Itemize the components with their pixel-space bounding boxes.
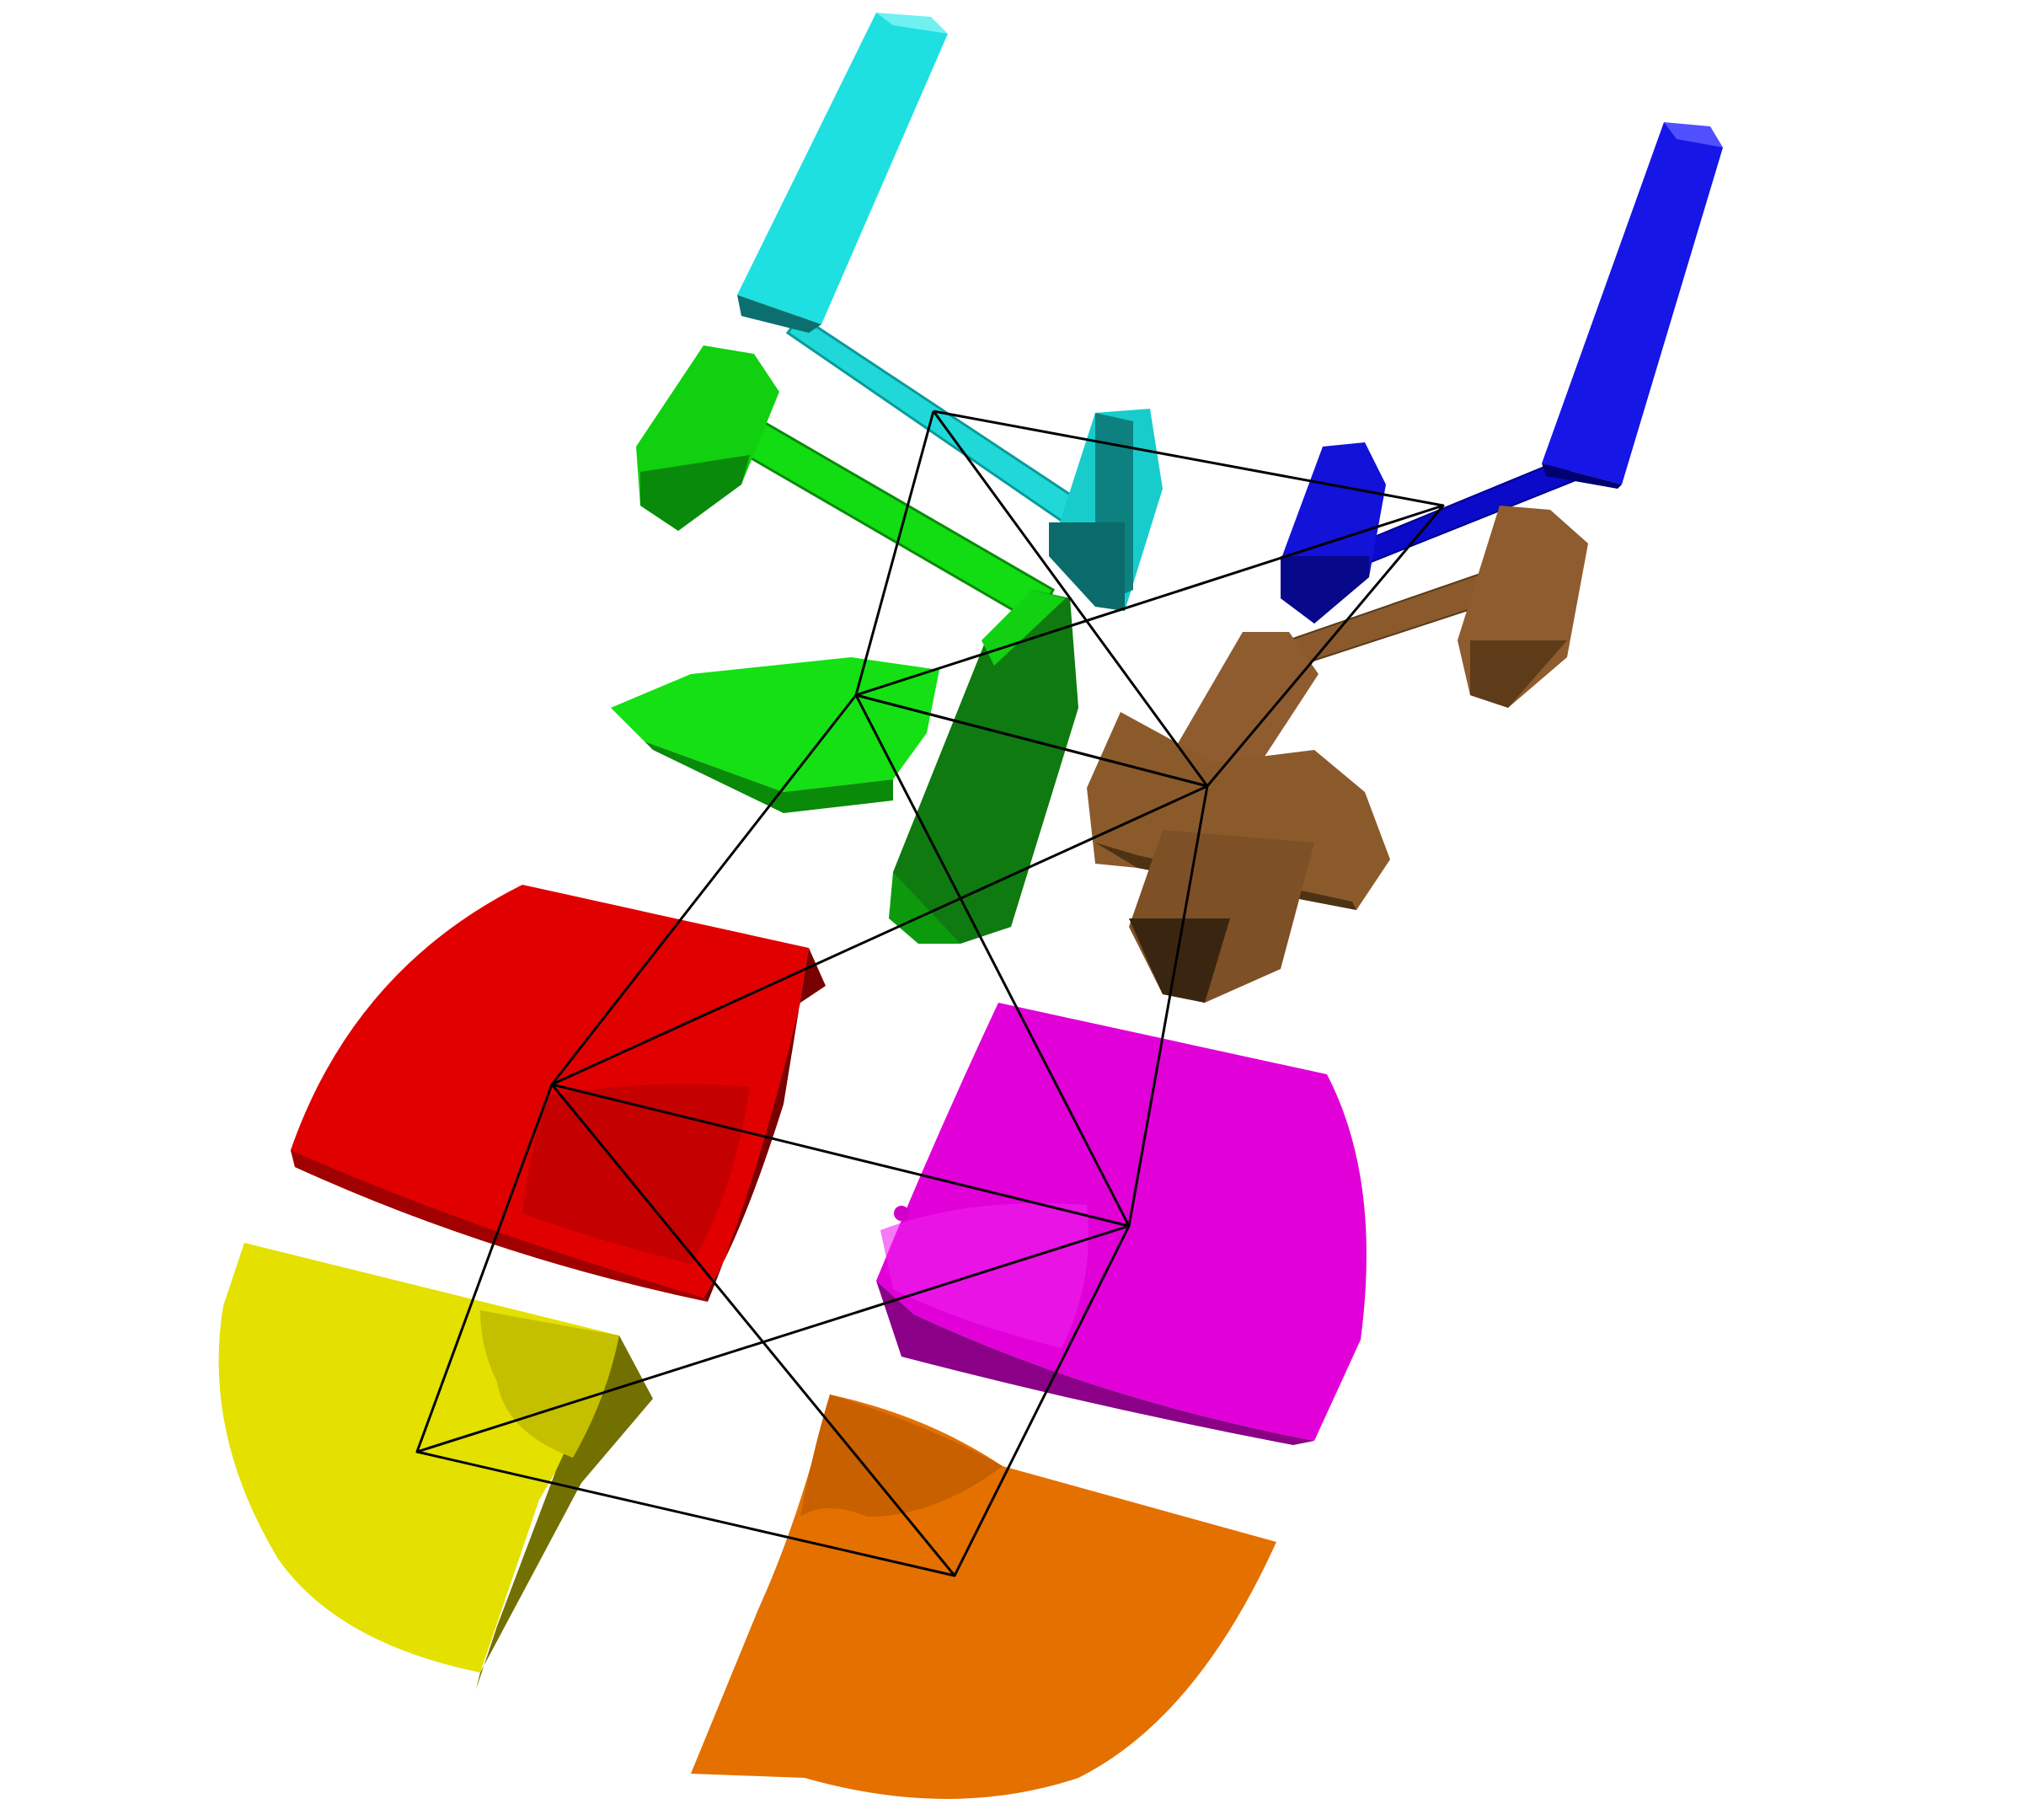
octahedral-lattice [415, 410, 1445, 1577]
green-bracket [611, 345, 1078, 944]
cyan-bracket [737, 13, 1163, 611]
yellow-quarter-disc [218, 1243, 653, 1689]
orange-quarter-disc [691, 1394, 1276, 1799]
blue-bracket [1281, 122, 1723, 624]
brown-bracket [1087, 506, 1588, 1003]
magenta-block [876, 1003, 1367, 1445]
